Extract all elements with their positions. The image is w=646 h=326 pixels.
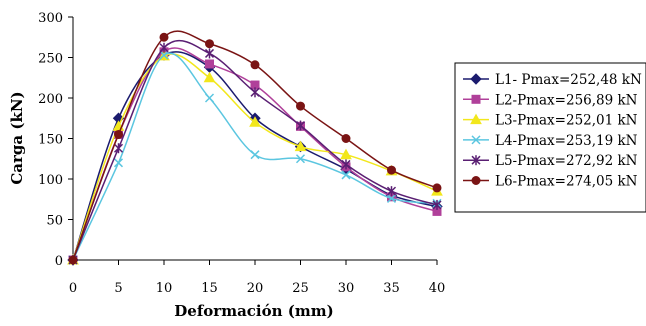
series-4-line: [72, 52, 438, 261]
series-5-line: [72, 39, 438, 261]
series-3-point: [249, 116, 261, 127]
series-5-point: [159, 42, 169, 53]
series-3-point: [294, 140, 307, 152]
legend-label: L1- Pmax=252,48 kN: [495, 72, 642, 88]
series-5-point: [341, 159, 351, 170]
series-5-point: [295, 120, 306, 131]
legend-label: L3-Pmax=252,01 kN: [495, 113, 638, 129]
x-tick-label: 40: [429, 281, 446, 296]
legend-label: L2-Pmax=256,89 kN: [495, 92, 638, 108]
series-6: [68, 30, 442, 265]
series-3-point: [340, 148, 352, 160]
series-2-point: [205, 59, 214, 69]
y-tick-label: 0: [55, 254, 63, 269]
y-tick-label: 100: [38, 173, 63, 188]
series-6-point: [296, 101, 305, 111]
series-6-point: [205, 39, 214, 49]
legend-swatch-marker: [470, 73, 482, 85]
plot-area: 0 50 100 150 200 250 300 0 5 10 15 20 25 30 35 40: [38, 11, 445, 296]
legend-swatch-marker: [471, 155, 481, 166]
legend-item: L1- Pmax=252,48 kN: [463, 72, 642, 88]
legend-label: L4-Pmax=253,19 kN: [495, 133, 638, 149]
x-tick-label: 15: [201, 281, 218, 296]
legend-swatch-marker: [471, 176, 481, 185]
series-4-point: [204, 93, 215, 103]
series-6-point: [114, 129, 123, 139]
x-tick-label: 20: [247, 281, 264, 296]
legend-label: L5-Pmax=272,92 kN: [495, 153, 638, 169]
series-5-point: [386, 186, 397, 197]
legend-swatch-marker: [471, 135, 481, 145]
series-4-point: [341, 170, 351, 180]
series-5-point: [113, 143, 124, 154]
legend-item: L2-Pmax=256,89 kN: [463, 92, 638, 108]
series-4-point: [386, 193, 397, 203]
legend-label: L6-Pmax=274,05 kN: [495, 174, 638, 190]
series-4-point: [250, 150, 260, 160]
series-4-point: [113, 158, 124, 168]
y-tick-label: 50: [46, 214, 63, 229]
legend-item: L5-Pmax=272,92 kN: [463, 153, 638, 169]
x-tick-label: 35: [383, 281, 400, 296]
series-6-point: [341, 134, 351, 143]
series-6-point: [68, 255, 78, 265]
series-5-point: [432, 199, 442, 210]
series-6-point: [159, 32, 169, 42]
x-tick-label: 10: [156, 281, 173, 296]
x-axis-title: Deformación (mm): [174, 302, 333, 320]
legend: L1- Pmax=252,48 kN L2-Pmax=256,89 kN L3-Pm…: [454, 62, 646, 213]
series-4-point: [295, 154, 306, 164]
series-5: [68, 39, 442, 265]
legend-box: [454, 62, 646, 213]
series-5-point: [250, 87, 260, 98]
series-6-point: [387, 165, 396, 175]
legend-item: L3-Pmax=252,01 kN: [463, 113, 638, 129]
y-tick-label: 200: [38, 92, 63, 107]
y-tick-label: 300: [38, 11, 63, 26]
x-tick-label: 0: [69, 281, 77, 296]
y-axis-title: Carga (kN): [8, 91, 26, 184]
legend-item: L4-Pmax=253,19 kN: [463, 133, 638, 149]
y-tick-label: 250: [38, 52, 63, 67]
legend-item: L6-Pmax=274,05 kN: [463, 174, 638, 190]
series-2: [68, 47, 442, 265]
series-3-point: [203, 71, 216, 83]
series-6-point: [432, 183, 442, 193]
x-tick-label: 5: [114, 281, 122, 296]
series-4-point: [159, 50, 169, 60]
x-tick-label: 25: [292, 281, 309, 296]
series-6-point: [250, 60, 260, 70]
legend-swatch-marker: [471, 94, 481, 104]
series-5-point: [204, 48, 215, 59]
y-tick-label: 150: [38, 133, 63, 148]
x-tick-label: 30: [338, 281, 355, 296]
legend-swatch-marker: [470, 113, 482, 125]
